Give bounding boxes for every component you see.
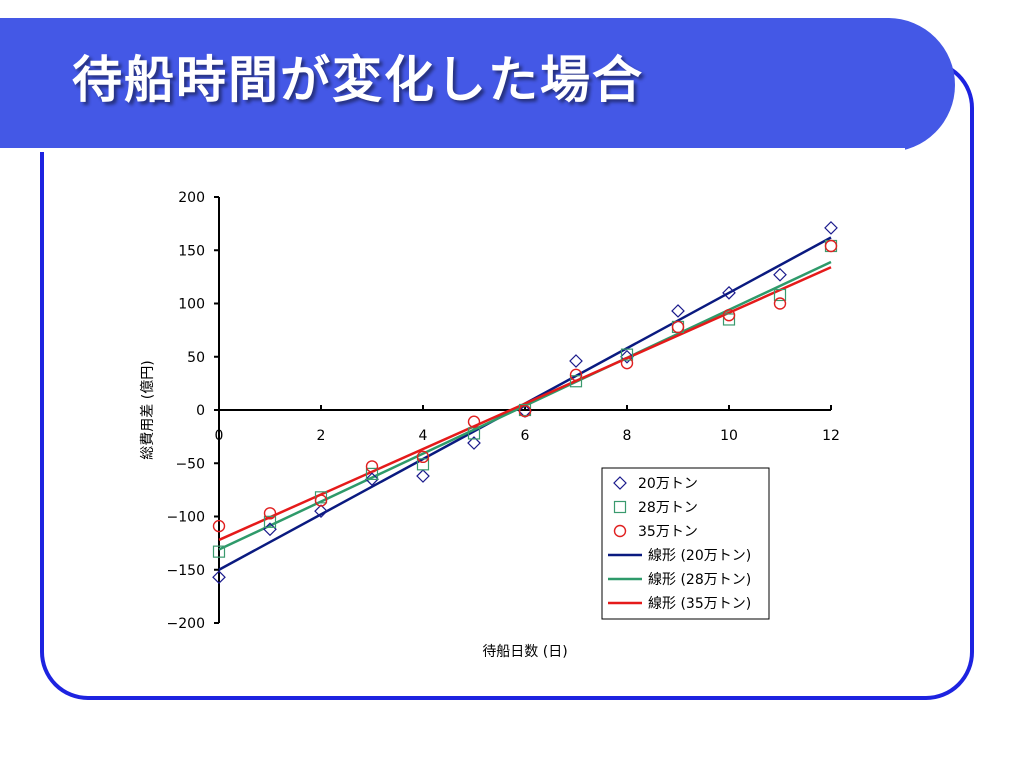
data-point <box>569 354 583 368</box>
data-point <box>722 309 736 322</box>
data-point <box>467 427 481 440</box>
data-point <box>773 267 787 282</box>
legend-box <box>601 467 770 620</box>
y-tick-label: −50 <box>175 456 205 472</box>
legend-label: 20万トン <box>638 476 698 492</box>
data-point <box>569 375 583 388</box>
markers <box>212 221 838 585</box>
y-tick-label: −150 <box>167 563 205 579</box>
data-point <box>212 570 226 585</box>
legend-label: 28万トン <box>638 500 698 516</box>
data-point <box>518 404 532 418</box>
x-tick-label: 8 <box>623 428 632 444</box>
legend-label: 線形 (20万トン) <box>648 548 751 564</box>
legend-swatch <box>613 476 627 490</box>
data-point <box>263 515 277 528</box>
data-point <box>365 467 379 480</box>
data-point <box>314 504 328 519</box>
data-point <box>263 507 277 520</box>
data-point <box>620 349 634 364</box>
data-point <box>365 460 379 473</box>
data-point <box>467 415 481 428</box>
data-point <box>467 436 481 450</box>
x-tick-label: 2 <box>317 428 326 444</box>
y-tick-label: 50 <box>187 350 205 366</box>
y-tick-label: −200 <box>167 616 205 632</box>
legend-label: 線形 (28万トン) <box>648 572 751 588</box>
data-point <box>671 304 685 318</box>
x-tick-label: 0 <box>215 428 224 444</box>
y-axis-label: 総費用差 (億円) <box>140 360 156 459</box>
data-point <box>416 469 430 483</box>
x-ticks: 0 2 4 6 8 10 12 <box>215 405 840 444</box>
title-underline <box>0 148 905 152</box>
data-point <box>671 320 685 334</box>
data-point <box>314 491 328 504</box>
x-tick-label: 12 <box>822 428 840 444</box>
page-title: 待船時間が変化した場合 <box>72 51 644 109</box>
data-point <box>212 519 226 533</box>
legend-label: 線形 (35万トン) <box>648 596 751 612</box>
data-point <box>824 221 838 235</box>
data-point <box>620 356 634 370</box>
data-point <box>569 368 583 382</box>
title-bar <box>0 18 955 152</box>
y-ticks: −200 −150 −100 −50 0 50 100 150 200 <box>167 190 219 632</box>
data-point <box>620 348 634 361</box>
x-tick-label: 10 <box>720 428 738 444</box>
y-tick-label: 0 <box>196 403 205 419</box>
x-axis-label: 待船日数 (日) <box>482 644 567 660</box>
data-point <box>722 286 736 300</box>
legend-swatch <box>613 524 627 538</box>
data-point <box>722 313 736 326</box>
y-tick-label: 200 <box>178 190 205 206</box>
data-point <box>773 297 787 310</box>
slide-frame <box>40 60 974 700</box>
y-tick-label: 150 <box>178 243 205 259</box>
chart: −200 −150 −100 −50 0 50 100 150 200 0 2 4 6 8 10 12 総費… <box>140 190 840 660</box>
data-point <box>212 545 226 558</box>
x-tick-label: 6 <box>521 428 530 444</box>
data-point <box>416 450 430 464</box>
y-tick-label: 100 <box>178 297 205 313</box>
x-tick-label: 4 <box>419 428 428 444</box>
data-point <box>773 288 787 302</box>
y-tick-label: −100 <box>167 510 205 526</box>
legend-label: 35万トン <box>638 524 698 540</box>
data-point <box>824 239 838 253</box>
legend-swatch <box>613 500 627 514</box>
data-point <box>314 494 328 507</box>
data-point <box>416 458 430 471</box>
data-point <box>365 472 379 487</box>
